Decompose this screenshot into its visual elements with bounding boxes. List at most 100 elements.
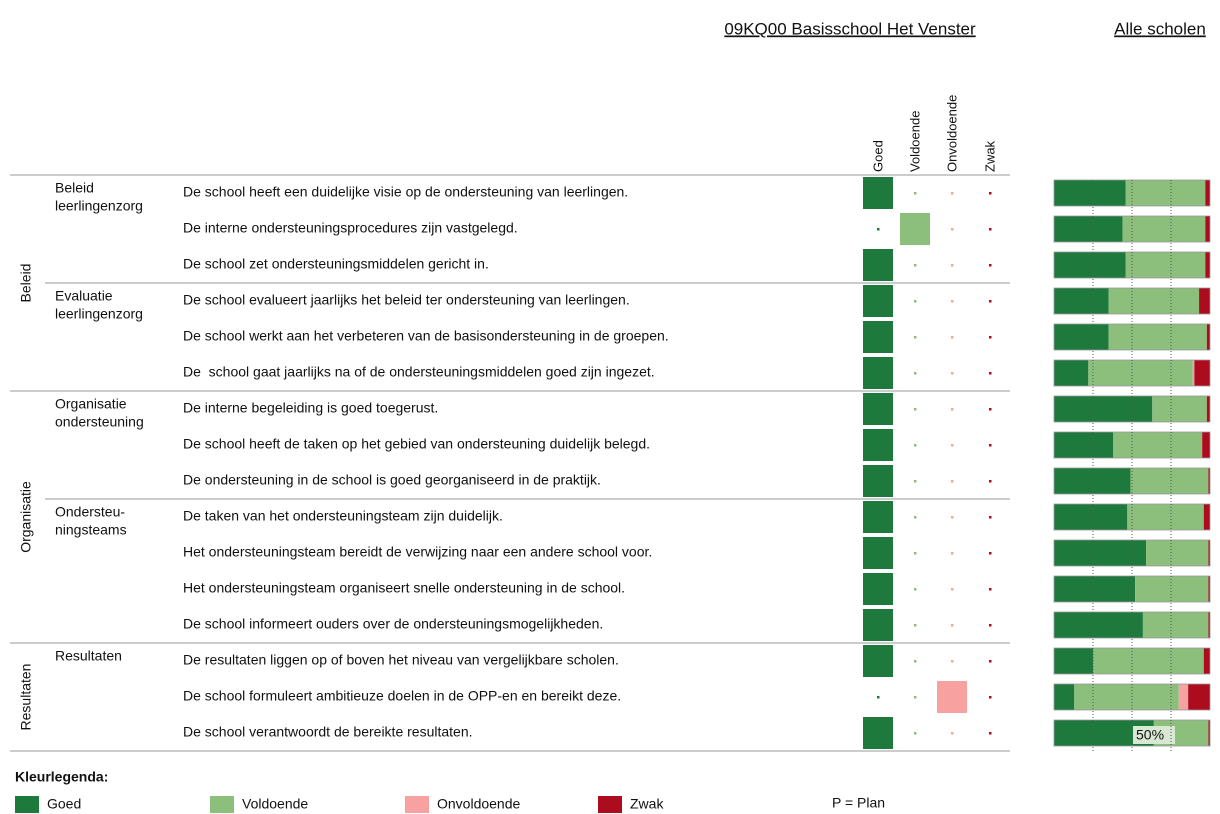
bar-segment: [1054, 396, 1153, 422]
column-dot: [951, 516, 954, 519]
rating-square: [863, 465, 893, 497]
column-dot: [914, 660, 917, 663]
statement: De school werkt aan het verbeteren van d…: [183, 328, 669, 344]
rating-square: [863, 501, 893, 533]
legend-swatch: [405, 796, 429, 813]
statement: De school formuleert ambitieuze doelen i…: [183, 688, 621, 704]
column-dot: [989, 588, 992, 591]
rating-square: [900, 213, 930, 245]
column-dot: [914, 300, 917, 303]
bar-segment: [1108, 288, 1200, 314]
legend-label: Zwak: [630, 796, 664, 812]
group-label: ningsteams: [55, 522, 127, 538]
column-dot: [877, 696, 880, 699]
rating-square: [863, 393, 893, 425]
statement: De school heeft de taken op het gebied v…: [183, 436, 650, 452]
rating-square: [863, 429, 893, 461]
section-label: Beleid: [18, 264, 34, 303]
statement: De school verantwoordt de bereikte resul…: [183, 724, 473, 740]
bar-segment: [1054, 288, 1109, 314]
column-dot: [951, 660, 954, 663]
group-label: Ondersteu-: [55, 504, 125, 520]
column-dot: [951, 552, 954, 555]
legend-swatch: [210, 796, 234, 813]
bar-segment: [1054, 648, 1093, 674]
bar-segment: [1206, 396, 1210, 422]
legend-note: P = Plan: [832, 795, 885, 811]
column-dot: [989, 192, 992, 195]
column-dot: [914, 444, 917, 447]
school-title: 09KQ00 Basisschool Het Venster: [724, 19, 976, 38]
column-dot: [989, 264, 992, 267]
statement: De school gaat jaarlijks na of de onders…: [183, 364, 655, 380]
rating-square: [863, 573, 893, 605]
statement: De interne begeleiding is goed toegerust…: [183, 400, 438, 416]
bar-segment: [1208, 720, 1210, 746]
bar-segment: [1199, 288, 1210, 314]
column-dot: [951, 624, 954, 627]
column-dot: [914, 192, 917, 195]
bar-segment: [1192, 360, 1195, 386]
column-dot: [914, 552, 917, 555]
statement: Het ondersteuningsteam bereidt de verwij…: [183, 544, 652, 560]
bar-segment: [1202, 432, 1210, 458]
column-dot: [989, 552, 992, 555]
group-label: Evaluatie: [55, 288, 113, 304]
bar-segment: [1206, 324, 1210, 350]
bar-segment: [1054, 252, 1126, 278]
bar-segment: [1054, 612, 1143, 638]
legend-title: Kleurlegenda:: [15, 769, 108, 785]
bar-segment: [1113, 432, 1203, 458]
column-header: Voldoende: [907, 111, 922, 172]
group-label: Organisatie: [55, 396, 127, 412]
bar-segment: [1205, 180, 1210, 206]
column-dot: [989, 624, 992, 627]
group-label: leerlingenzorg: [55, 198, 143, 214]
column-dot: [914, 696, 917, 699]
column-dot: [951, 588, 954, 591]
column-dot: [914, 264, 917, 267]
bar-segment: [1152, 396, 1207, 422]
rating-square: [863, 285, 893, 317]
column-dot: [989, 336, 992, 339]
rating-square: [863, 609, 893, 641]
legend-swatch: [598, 796, 622, 813]
legend-label: Onvoldoende: [437, 796, 521, 812]
section-label: Resultaten: [18, 664, 34, 731]
legend-swatch: [15, 796, 39, 813]
bar-segment: [1093, 648, 1204, 674]
bar-segment: [1135, 576, 1209, 602]
column-dot: [951, 732, 954, 735]
bar-segment: [1178, 684, 1189, 710]
rating-square: [863, 645, 893, 677]
bar-segment: [1074, 684, 1179, 710]
comparison-title: Alle scholen: [1114, 19, 1206, 38]
statement: De school informeert ouders over de onde…: [183, 616, 603, 632]
bar-segment: [1088, 360, 1193, 386]
group-label: Beleid: [55, 180, 94, 196]
bar-segment: [1122, 216, 1206, 242]
bar-segment: [1125, 252, 1206, 278]
column-dot: [989, 480, 992, 483]
bar-segment: [1054, 324, 1109, 350]
rating-square: [863, 321, 893, 353]
column-dot: [989, 660, 992, 663]
statement: De interne ondersteuningsprocedures zijn…: [183, 220, 518, 236]
column-dot: [914, 624, 917, 627]
bar-segment: [1054, 360, 1089, 386]
bar-segment: [1108, 324, 1207, 350]
column-dot: [914, 732, 917, 735]
bar-segment: [1054, 684, 1075, 710]
column-dot: [951, 192, 954, 195]
bar-segment: [1127, 504, 1204, 530]
column-dot: [951, 336, 954, 339]
scale-label: 50%: [1136, 727, 1164, 743]
bar-segment: [1208, 612, 1210, 638]
column-dot: [989, 228, 992, 231]
column-dot: [914, 372, 917, 375]
rating-square: [863, 537, 893, 569]
column-dot: [989, 408, 992, 411]
column-dot: [914, 516, 917, 519]
statement: De resultaten liggen op of boven het niv…: [183, 652, 619, 668]
column-dot: [989, 696, 992, 699]
